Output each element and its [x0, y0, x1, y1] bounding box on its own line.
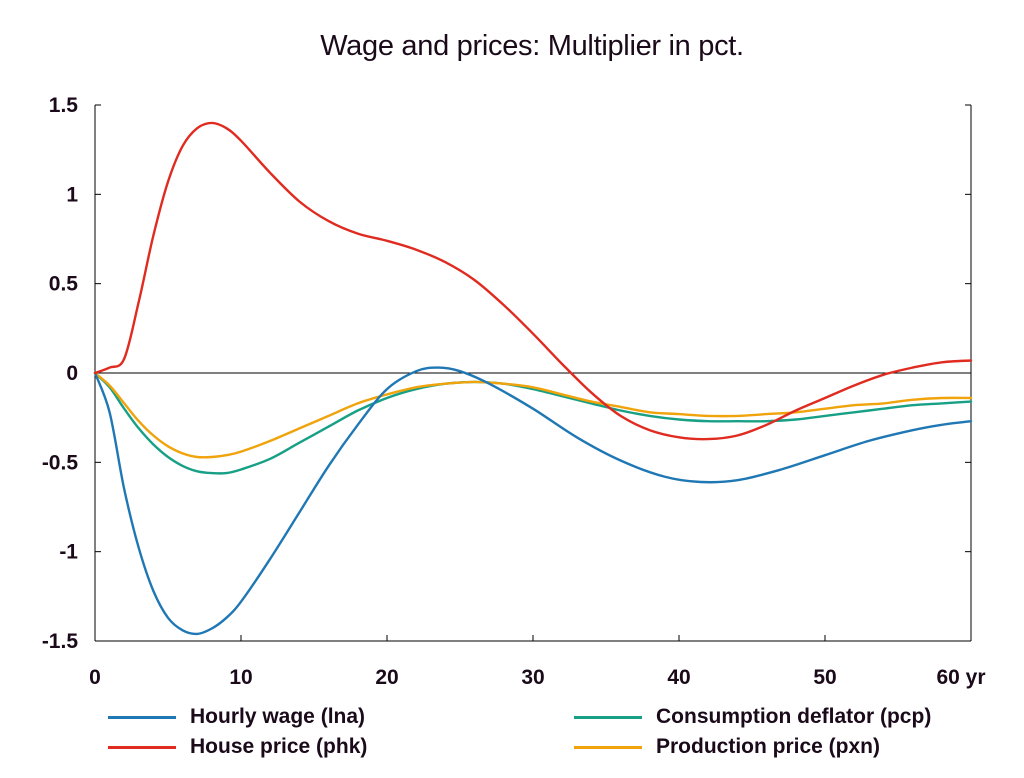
series-line-0 [93, 366, 973, 636]
legend-item-2: Consumption deflator (pcp) [574, 705, 931, 729]
y-tick-label: -0.5 [42, 451, 79, 474]
legend-item-3: Production price (pxn) [574, 735, 880, 759]
legend-swatch-2 [574, 715, 642, 719]
legend-swatch-3 [574, 745, 642, 749]
y-tick-label: 1.5 [49, 94, 79, 117]
legend-label-1: House price (phk) [190, 735, 368, 758]
y-tick-label: 0.5 [49, 273, 79, 296]
x-tick-label: 20 [375, 666, 398, 689]
y-tick-label: 0 [66, 362, 78, 385]
y-tick-label: -1.5 [42, 630, 79, 653]
legend-item-0: Hourly wage (lna) [108, 705, 365, 729]
y-tick-label: -1 [59, 541, 78, 564]
x-tick-label: 10 [229, 666, 252, 689]
legend-item-1: House price (phk) [108, 735, 367, 759]
x-tick-label: 60 yr [936, 666, 985, 689]
legend-label-0: Hourly wage (lna) [190, 705, 366, 728]
chart-title: Wage and prices: Multiplier in pct. [320, 30, 744, 62]
legend-label-3: Production price (pxn) [656, 735, 881, 758]
series-lines [93, 121, 973, 636]
axes: 1.5 1 0.5 0 -0.5 -1 -1.5 0 10 20 30 40 50 60 yr [42, 94, 986, 689]
x-tick-label: 0 [89, 666, 101, 689]
legend-swatch-1 [108, 745, 176, 749]
x-tick-label: 30 [521, 666, 544, 689]
series-line-3 [93, 371, 973, 459]
series-line-1 [93, 121, 973, 441]
x-tick-label: 40 [667, 666, 690, 689]
legend-label-2: Consumption deflator (pcp) [656, 705, 932, 728]
x-tick-label: 50 [813, 666, 836, 689]
legend-swatch-0 [108, 715, 176, 719]
y-tick-label: 1 [66, 183, 78, 206]
